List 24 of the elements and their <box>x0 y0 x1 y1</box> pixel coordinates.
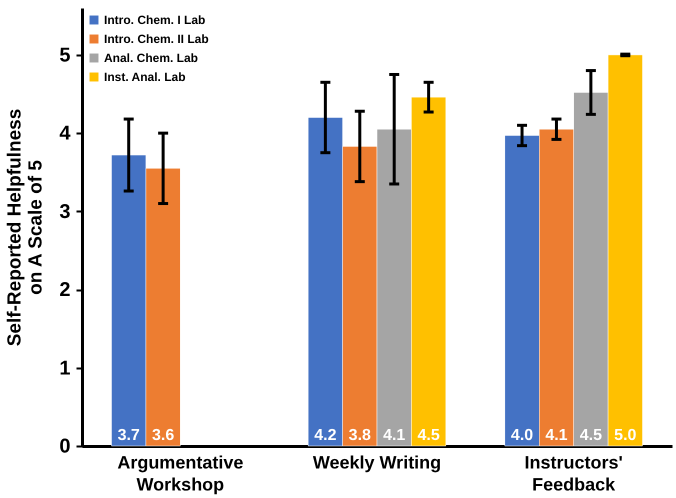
data-label: 4.1 <box>383 427 406 444</box>
data-label: 3.7 <box>118 427 140 444</box>
y-tick-label: 2 <box>59 279 70 302</box>
y-tick-label: 3 <box>59 200 70 223</box>
data-label: 4.2 <box>314 427 337 444</box>
legend-label: Anal. Chem. Lab <box>104 51 198 65</box>
data-label: 3.8 <box>348 427 372 444</box>
legend-label: Intro. Chem. I Lab <box>104 13 206 27</box>
y-tick-label: 1 <box>59 357 70 380</box>
data-label: 3.6 <box>152 427 174 444</box>
legend-label: Intro. Chem. II Lab <box>104 32 209 46</box>
x-tick-label: Argumentative Workshop <box>117 452 244 494</box>
data-label: 4.0 <box>510 427 534 444</box>
data-label: 4.5 <box>418 427 440 444</box>
legend-label: Inst. Anal. Lab <box>104 70 186 84</box>
data-label: 4.5 <box>580 427 602 444</box>
y-axis-title: Self-Reported Helpfulness on A Scale of 5 <box>4 108 46 346</box>
y-tick-label: 5 <box>59 44 70 66</box>
x-tick-label: Instructors' Feedback <box>524 452 623 494</box>
data-label: 4.1 <box>545 427 568 444</box>
y-tick-label: 0 <box>59 436 70 458</box>
x-tick-label: Weekly Writing <box>312 452 442 472</box>
y-tick-label: 4 <box>59 122 72 145</box>
data-label: 5.0 <box>614 427 637 444</box>
